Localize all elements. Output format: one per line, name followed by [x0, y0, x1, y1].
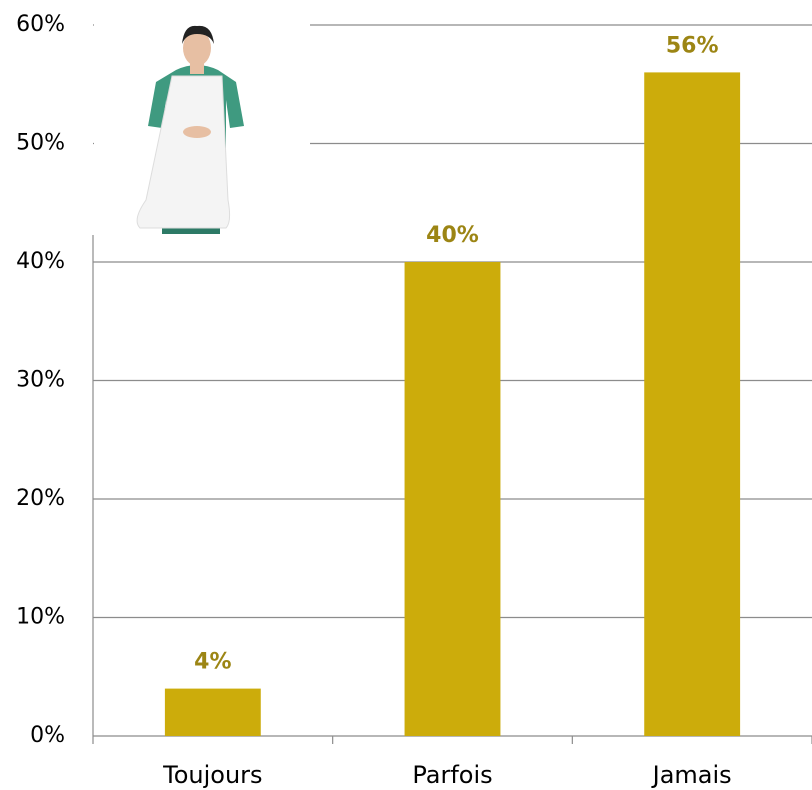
- bar: [164, 688, 261, 736]
- x-tick-label: Parfois: [412, 761, 492, 789]
- value-label: 56%: [666, 33, 719, 58]
- nurse-photo: [94, 10, 310, 234]
- value-label: 40%: [426, 223, 479, 248]
- y-tick-label: 40%: [16, 249, 65, 274]
- y-tick-label: 50%: [16, 131, 65, 156]
- y-tick-label: 30%: [16, 368, 65, 393]
- y-tick-label: 0%: [30, 723, 65, 748]
- bar: [644, 72, 741, 736]
- bar: [404, 262, 501, 736]
- value-label: 4%: [194, 650, 231, 675]
- plot: 0% 10% 20% 30% 40% 50% 60% Toujours 4% Parfois 40%…: [16, 12, 812, 789]
- x-tick-label: Toujours: [162, 761, 262, 789]
- y-tick-label: 60%: [16, 12, 65, 37]
- x-tick-label: Jamais: [651, 761, 732, 789]
- y-tick-label: 10%: [16, 605, 65, 630]
- y-tick-label: 20%: [16, 486, 65, 511]
